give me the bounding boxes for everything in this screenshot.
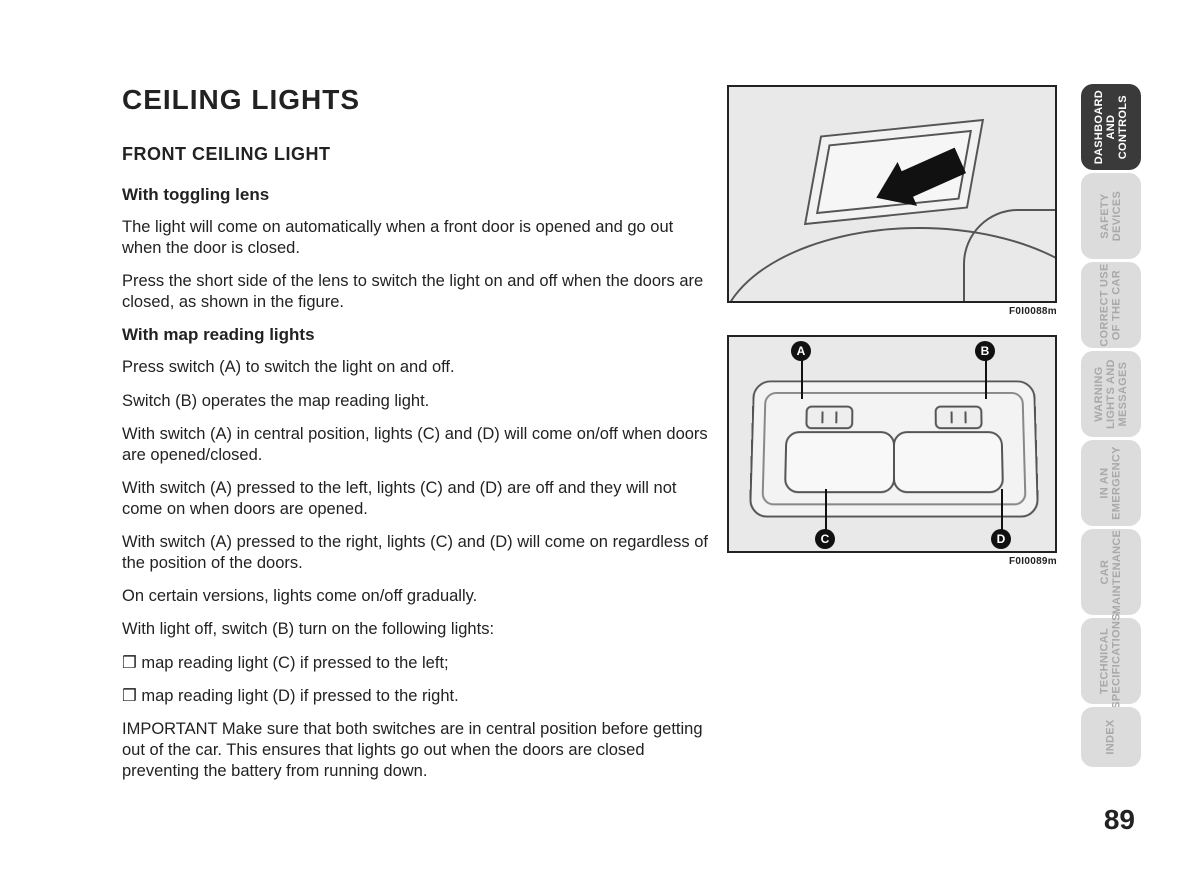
callout-a: A [791,341,811,361]
section-tab[interactable]: DASHBOARD AND CONTROLS [1081,84,1141,170]
section-tab[interactable]: INDEX [1081,707,1141,767]
section-tab[interactable]: CORRECT USE OF THE CAR [1081,262,1141,348]
body-text: The light will come on automatically whe… [122,217,712,259]
section-tab[interactable]: IN AN EMERGENCY [1081,440,1141,526]
switch-a-icon [805,406,853,430]
callout-c: C [815,529,835,549]
body-text: Press the short side of the lens to swit… [122,271,712,313]
body-text: With light off, switch (B) turn on the f… [122,619,712,640]
section-tab[interactable]: SAFETY DEVICES [1081,173,1141,259]
content-column: CEILING LIGHTS FRONT CEILING LIGHT With … [122,84,712,794]
list-item: ❒ map reading light (C) if pressed to th… [122,653,712,674]
section-tabs: DASHBOARD AND CONTROLSSAFETY DEVICESCORR… [1081,84,1141,767]
light-d-icon [893,431,1004,493]
section-tab[interactable]: CAR MAINTENANCE [1081,529,1141,615]
figure-toggling-lens [727,85,1057,303]
figures-column: F0I0088m A B C D F0I0089m [727,85,1057,585]
callout-d: D [991,529,1011,549]
section-tab[interactable]: WARNING LIGHTS AND MESSAGES [1081,351,1141,437]
body-text: With switch (A) pressed to the left, lig… [122,478,712,520]
list-item: ❒ map reading light (D) if pressed to th… [122,686,712,707]
body-text: With switch (A) in central position, lig… [122,424,712,466]
figure-caption: F0I0089m [727,556,1057,567]
figure-caption: F0I0088m [727,306,1057,317]
important-note: IMPORTANT Make sure that both switches a… [122,719,712,782]
page-title: CEILING LIGHTS [122,84,712,116]
section-tab[interactable]: TECHNICAL SPECIFICATIONS [1081,618,1141,704]
switch-b-icon [935,406,983,430]
section2-heading: With map reading lights [122,325,712,345]
light-c-icon [784,431,895,493]
page-number: 89 [1104,804,1135,836]
section-subtitle: FRONT CEILING LIGHT [122,144,712,165]
callout-b: B [975,341,995,361]
body-text: On certain versions, lights come on/off … [122,586,712,607]
body-text: Press switch (A) to switch the light on … [122,357,712,378]
body-text: Switch (B) operates the map reading ligh… [122,391,712,412]
figure-map-reading-lights: A B C D [727,335,1057,553]
section1-heading: With toggling lens [122,185,712,205]
body-text: With switch (A) pressed to the right, li… [122,532,712,574]
